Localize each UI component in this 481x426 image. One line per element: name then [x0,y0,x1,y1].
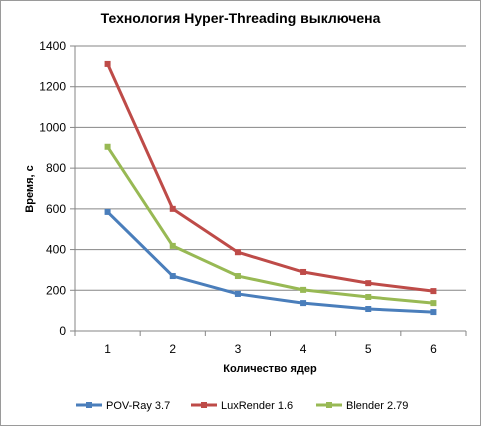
chart-title: Технология Hyper-Threading выключена [100,10,381,26]
data-point [300,268,307,275]
legend-item-2: Blender 2.79 [316,400,408,412]
x-axis-title: Количество ядер [223,363,317,375]
y-tick-label: 0 [59,324,66,338]
gridlines [75,45,466,291]
y-tick-label: 1200 [39,80,66,94]
data-point [234,249,241,256]
x-tick-label: 2 [169,342,176,356]
legend-item-1: LuxRender 1.6 [191,400,293,412]
data-point [430,300,437,307]
legend-label: Blender 2.79 [346,400,408,412]
y-tick-label: 600 [46,202,66,216]
legend-swatch-marker [326,402,332,408]
series-line-2 [106,145,434,305]
data-point [104,208,111,215]
data-point [169,205,176,212]
x-tick-label: 6 [430,342,437,356]
data-point [234,290,241,297]
y-tick-labels: 0 200 400 600 800 1000 1200 1400 [39,39,66,338]
data-point [430,309,437,316]
data-point [104,143,111,150]
legend-label: LuxRender 1.6 [221,400,293,412]
data-point [169,273,176,280]
data-point [104,60,111,67]
series-line-1 [106,63,434,293]
x-tick-label: 5 [365,342,372,356]
legend: POV-Ray 3.7 LuxRender 1.6 Blender 2.79 [76,400,408,412]
data-point [234,273,241,280]
legend-label: POV-Ray 3.7 [106,400,170,412]
data-point [430,288,437,295]
series-line-0 [106,210,434,314]
y-tick-label: 400 [46,243,66,257]
data-point [300,300,307,307]
y-tick-label: 200 [46,283,66,297]
data-point [365,280,372,287]
y-tick-label: 1000 [39,120,66,134]
axes [70,45,467,336]
data-point [169,242,176,249]
legend-item-0: POV-Ray 3.7 [76,400,170,412]
y-axis-title: Время, с [24,165,36,212]
data-point [365,294,372,301]
x-tick-label: 1 [104,342,111,356]
legend-swatch-marker [86,402,92,408]
data-point [300,286,307,293]
y-tick-label: 800 [46,161,66,175]
series-lines [104,60,437,316]
x-tick-label: 4 [300,342,307,356]
legend-swatch-marker [201,402,207,408]
x-tick-label: 3 [235,342,242,356]
x-tick-labels: 1 2 3 4 5 6 [104,342,437,356]
data-point [365,306,372,313]
y-tick-label: 1400 [39,39,66,53]
